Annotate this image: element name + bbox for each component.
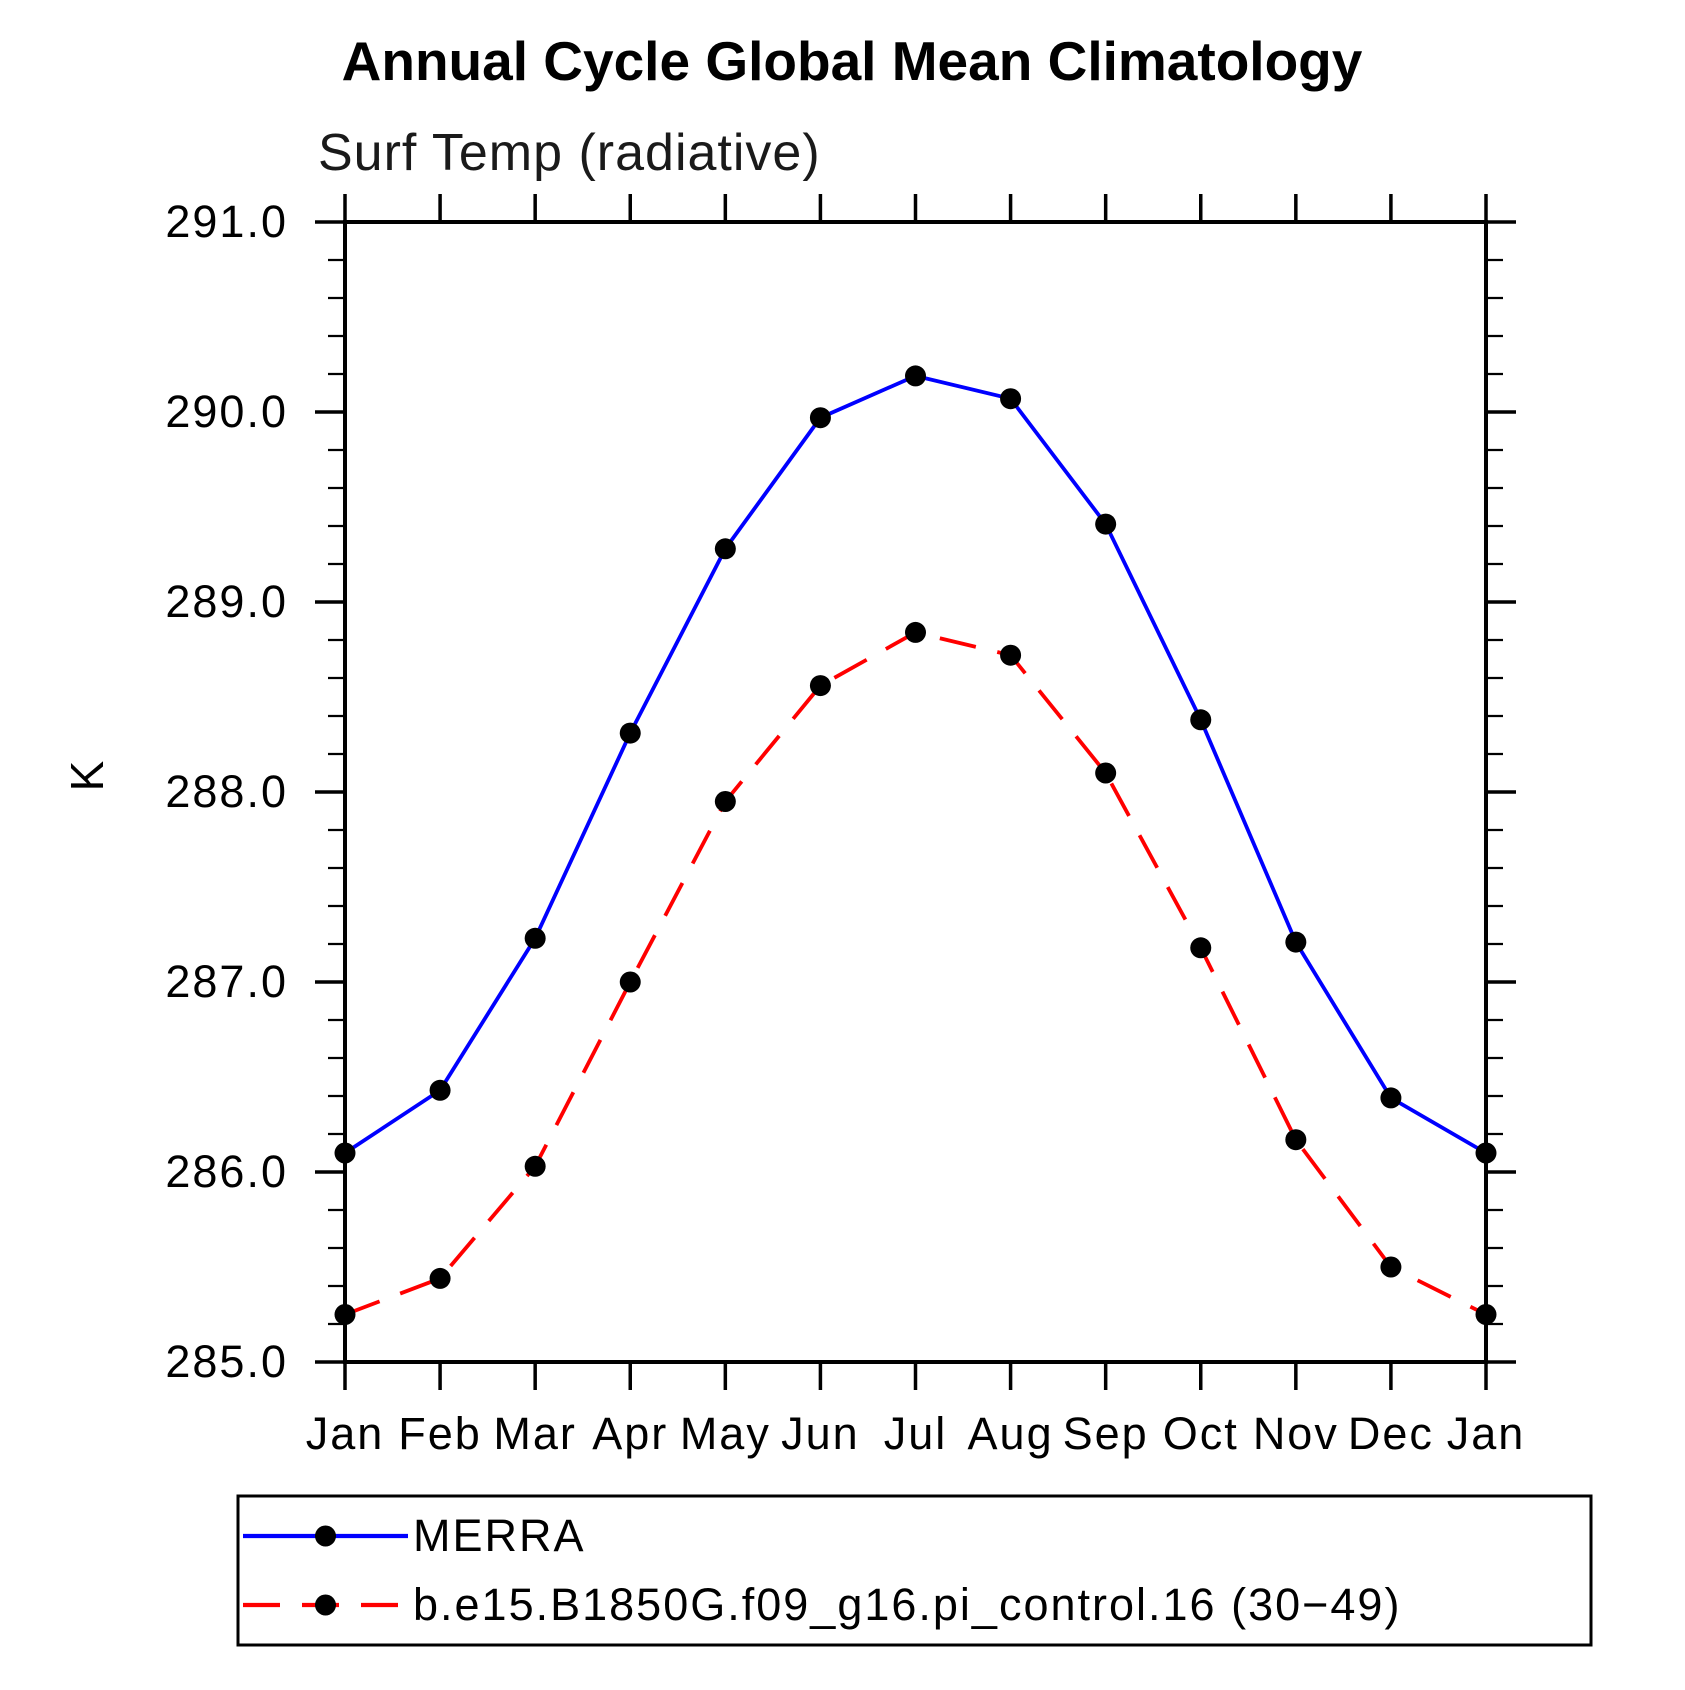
data-point-marker — [1095, 762, 1117, 784]
y-tick-label: 285.0 — [165, 1336, 288, 1387]
data-point-marker — [1475, 1142, 1497, 1164]
x-tick-label: Oct — [1163, 1408, 1239, 1459]
data-point-marker — [1095, 513, 1117, 535]
x-tick-label: Feb — [398, 1408, 482, 1459]
data-point-marker — [809, 407, 831, 429]
data-point-marker — [1285, 931, 1307, 953]
data-point-marker — [524, 1155, 546, 1177]
x-tick-label: Sep — [1063, 1408, 1149, 1459]
x-tick-label: Jan — [1447, 1408, 1526, 1459]
data-point-marker — [714, 538, 736, 560]
data-point-marker — [809, 675, 831, 697]
x-tick-label: Jan — [306, 1408, 385, 1459]
chart-title: Annual Cycle Global Mean Climatology — [342, 30, 1363, 92]
data-point-marker — [1380, 1256, 1402, 1278]
series-line — [343, 373, 1487, 1155]
legend-box — [236, 1494, 1593, 1647]
y-tick-label: 290.0 — [165, 386, 288, 437]
y-axis-label: K — [61, 759, 113, 792]
x-tick-label: Jun — [781, 1408, 860, 1459]
data-point-marker — [1475, 1304, 1497, 1325]
y-tick-label: 288.0 — [165, 766, 288, 817]
data-point-marker — [905, 365, 926, 387]
chart-subtitle: Surf Temp (radiative) — [318, 124, 821, 182]
data-point-marker — [905, 621, 926, 643]
x-tick-label: Apr — [592, 1408, 668, 1459]
data-point-marker — [334, 1142, 356, 1164]
data-point-marker — [1190, 709, 1212, 731]
data-point-marker — [619, 971, 641, 993]
legend-item-label: MERRA — [413, 1510, 586, 1561]
data-point-marker — [1190, 937, 1212, 959]
data-point-marker — [1285, 1129, 1307, 1151]
axes-group: 285.0 286.0 287.0 288.0 289.0 290.0 291.0 Jan Fe… — [165, 194, 1526, 1459]
x-tick-label: Dec — [1348, 1408, 1434, 1459]
x-tick-label: May — [680, 1408, 771, 1459]
y-tick-label: 289.0 — [165, 576, 288, 627]
legend-item-label: b.e15.B1850G.f09_g16.pi_control.16 (30−4… — [413, 1579, 1401, 1630]
data-point-marker — [619, 722, 641, 744]
y-tick-label: 286.0 — [165, 1146, 288, 1197]
x-tick-label: Mar — [493, 1408, 577, 1459]
y-tick-label: 287.0 — [165, 956, 288, 1007]
data-point-marker — [429, 1267, 451, 1289]
data-point-marker — [524, 927, 546, 949]
series-group — [334, 365, 1497, 1325]
plot-frame — [343, 220, 1488, 1364]
data-point-marker — [1000, 644, 1022, 666]
legend-group: MERRA b.e15.B1850G.f09_g16.pi_control.16 … — [236, 1494, 1593, 1647]
data-point-marker — [714, 791, 736, 812]
legend-item-marker — [315, 1594, 336, 1616]
legend-item-marker — [315, 1525, 336, 1547]
data-point-marker — [334, 1304, 356, 1325]
data-point-marker — [429, 1079, 451, 1101]
data-point-marker — [1380, 1087, 1402, 1109]
y-tick-label: 291.0 — [165, 196, 288, 247]
data-point-marker — [1000, 388, 1022, 410]
x-tick-label: Aug — [968, 1408, 1054, 1459]
x-tick-label: Nov — [1253, 1408, 1339, 1459]
x-tick-label: Jul — [884, 1408, 948, 1459]
